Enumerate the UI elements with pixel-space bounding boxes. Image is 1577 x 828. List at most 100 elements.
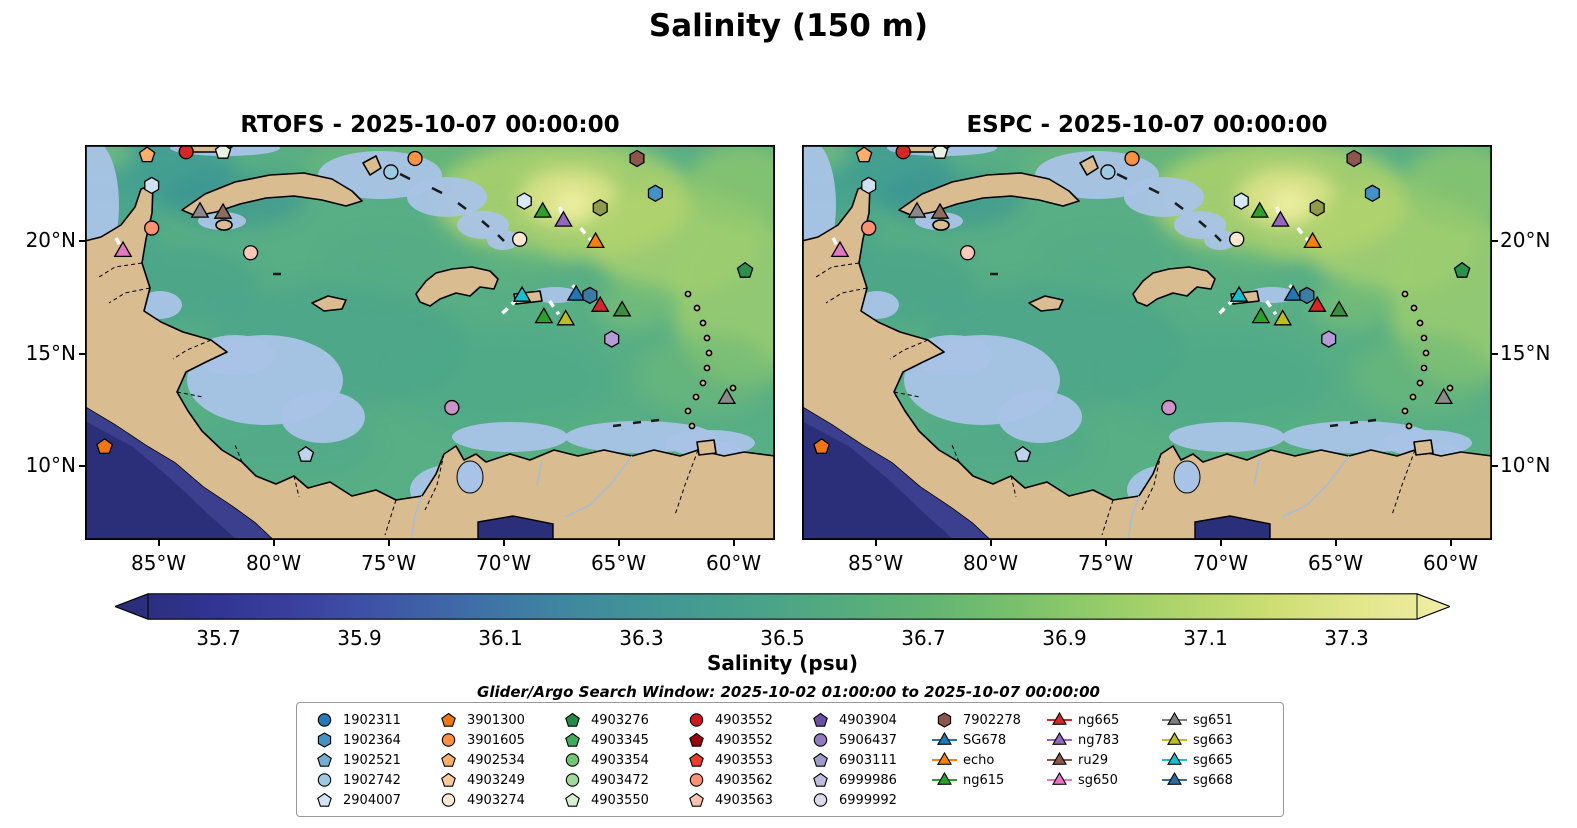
- colorbar-gradient: [114, 593, 1451, 620]
- legend-label: sg663: [1193, 732, 1233, 748]
- marker-3901300: [813, 438, 830, 454]
- legend-label: 4903552: [715, 712, 773, 728]
- legend-label: 3901605: [467, 732, 525, 748]
- map-panel-rtofs: RTOFS - 2025-10-07 00:00:00: [85, 112, 775, 540]
- float-marker-icon: [317, 752, 332, 767]
- legend-entry: sg663: [1161, 730, 1276, 750]
- marker-ng615: [1250, 201, 1270, 218]
- float-marker-icon: [317, 732, 332, 748]
- marker-ru29: [213, 202, 233, 219]
- legend-label: 4903249: [467, 772, 525, 788]
- lon-tick-label: 60°W: [705, 551, 762, 575]
- legend-column: ng665 ng783 ru29 sg650: [1046, 710, 1161, 810]
- marker-1902521: [861, 176, 877, 195]
- float-marker-icon: [689, 732, 704, 747]
- float-marker-icon: [813, 772, 828, 787]
- legend-label: 1902364: [343, 732, 401, 748]
- marker-ng615-3: [1329, 300, 1349, 317]
- lake-maracaibo: [456, 460, 484, 494]
- legend-column: sg651 sg663 sg665 sg668: [1161, 710, 1276, 810]
- legend-box: 1902311 1902364 1902521 1902742 2904007 39013…: [296, 702, 1284, 817]
- marker-sg651-2: [1434, 387, 1454, 405]
- legend-entry: echo: [931, 750, 1046, 770]
- marker-2904007-2: [297, 445, 315, 462]
- marker-echo: [586, 231, 605, 249]
- float-marker-icon: [441, 793, 456, 807]
- rivers: [410, 455, 633, 540]
- legend-label: 4902534: [467, 752, 525, 768]
- lat-tick-label: 10°N: [25, 452, 76, 477]
- marker-1902364: [1364, 184, 1380, 203]
- marker-4902534: [138, 146, 156, 163]
- marker-4903563: [959, 245, 976, 261]
- lon-tick-label: 65°W: [590, 551, 647, 575]
- colorbar-tick-label: 36.1: [478, 626, 523, 650]
- legend-label: sg665: [1193, 752, 1233, 768]
- gulf-of-panama: [1194, 515, 1271, 540]
- legend-column: 1902311 1902364 1902521 1902742 2904007: [311, 710, 435, 810]
- marker-3901605: [407, 150, 423, 167]
- legend-entry: 4903904: [807, 710, 931, 730]
- legend-column: 7902278 SG678 echo ng615: [931, 710, 1046, 810]
- marker-ng665: [1307, 295, 1327, 312]
- legend-label: 4903550: [591, 792, 649, 808]
- shallow-water: [802, 145, 1472, 516]
- marker-1902364: [647, 184, 663, 203]
- marker-4903552: [178, 145, 194, 160]
- legend-entry: 2904007: [311, 790, 435, 810]
- colorbar-tick-label: 36.3: [619, 626, 664, 650]
- legend-entry: 4903345: [559, 730, 683, 750]
- marker-7902278: [1346, 149, 1362, 168]
- marker-sg651: [907, 201, 927, 218]
- float-marker-icon: [317, 713, 332, 727]
- marker-4903274: [512, 231, 528, 247]
- glider-marker-icon: [932, 731, 957, 745]
- glider-marker-icon: [1047, 771, 1072, 785]
- landmasses: [85, 145, 775, 540]
- marker-sg668: [1299, 286, 1315, 305]
- marker-4903550: [214, 145, 232, 159]
- colorbar-tick-label: 35.7: [196, 626, 241, 650]
- marker-sg665: [1229, 285, 1249, 302]
- float-marker-icon: [441, 752, 456, 767]
- panel-title-rtofs: RTOFS - 2025-10-07 00:00:00: [240, 112, 620, 138]
- legend-entry: ru29: [1046, 750, 1161, 770]
- legend-entry: 4903276: [559, 710, 683, 730]
- marker-ng665: [590, 295, 610, 312]
- legend-label: 4903345: [591, 732, 649, 748]
- legend-label: echo: [963, 752, 995, 768]
- legend-label: sg650: [1078, 772, 1118, 788]
- float-marker-icon: [565, 792, 580, 807]
- float-marker-icon: [689, 713, 704, 727]
- legend-entry: 1902311: [311, 710, 435, 730]
- marker-sg663: [1273, 309, 1293, 326]
- marker-2904007-2: [1014, 445, 1032, 462]
- platform-markers: [813, 145, 1471, 462]
- float-marker-icon: [813, 752, 828, 767]
- country-borders: [815, 262, 1416, 536]
- marker-4903276: [1453, 261, 1471, 278]
- marker-sg665: [512, 285, 532, 302]
- colorbar-tick-label: 37.3: [1324, 626, 1369, 650]
- marker-6999986: [604, 330, 620, 348]
- legend-entry: 4903552: [683, 730, 807, 750]
- legend-label: 4903904: [839, 712, 897, 728]
- lon-tick-label: 65°W: [1307, 551, 1364, 575]
- lon-tick-label: 60°W: [1422, 551, 1479, 575]
- lon-tick-label: 80°W: [245, 551, 302, 575]
- glider-marker-icon: [1162, 751, 1187, 765]
- legend-entry: sg650: [1046, 770, 1161, 790]
- marker-6903111: [1309, 199, 1325, 217]
- lon-tick-label: 75°W: [1077, 551, 1134, 575]
- figure-title: Salinity (150 m): [648, 8, 929, 44]
- legend-entry: 3901605: [435, 730, 559, 750]
- legend-entry: 6903111: [807, 750, 931, 770]
- legend-entry: 4903563: [683, 790, 807, 810]
- marker-6999986: [1321, 330, 1337, 348]
- legend-label: 4903562: [715, 772, 773, 788]
- colorbar-tick-label: 37.1: [1183, 626, 1228, 650]
- legend-entry: 4903274: [435, 790, 559, 810]
- legend-label: 1902742: [343, 772, 401, 788]
- legend-label: 6999992: [839, 792, 897, 808]
- marker-3901300: [96, 438, 113, 454]
